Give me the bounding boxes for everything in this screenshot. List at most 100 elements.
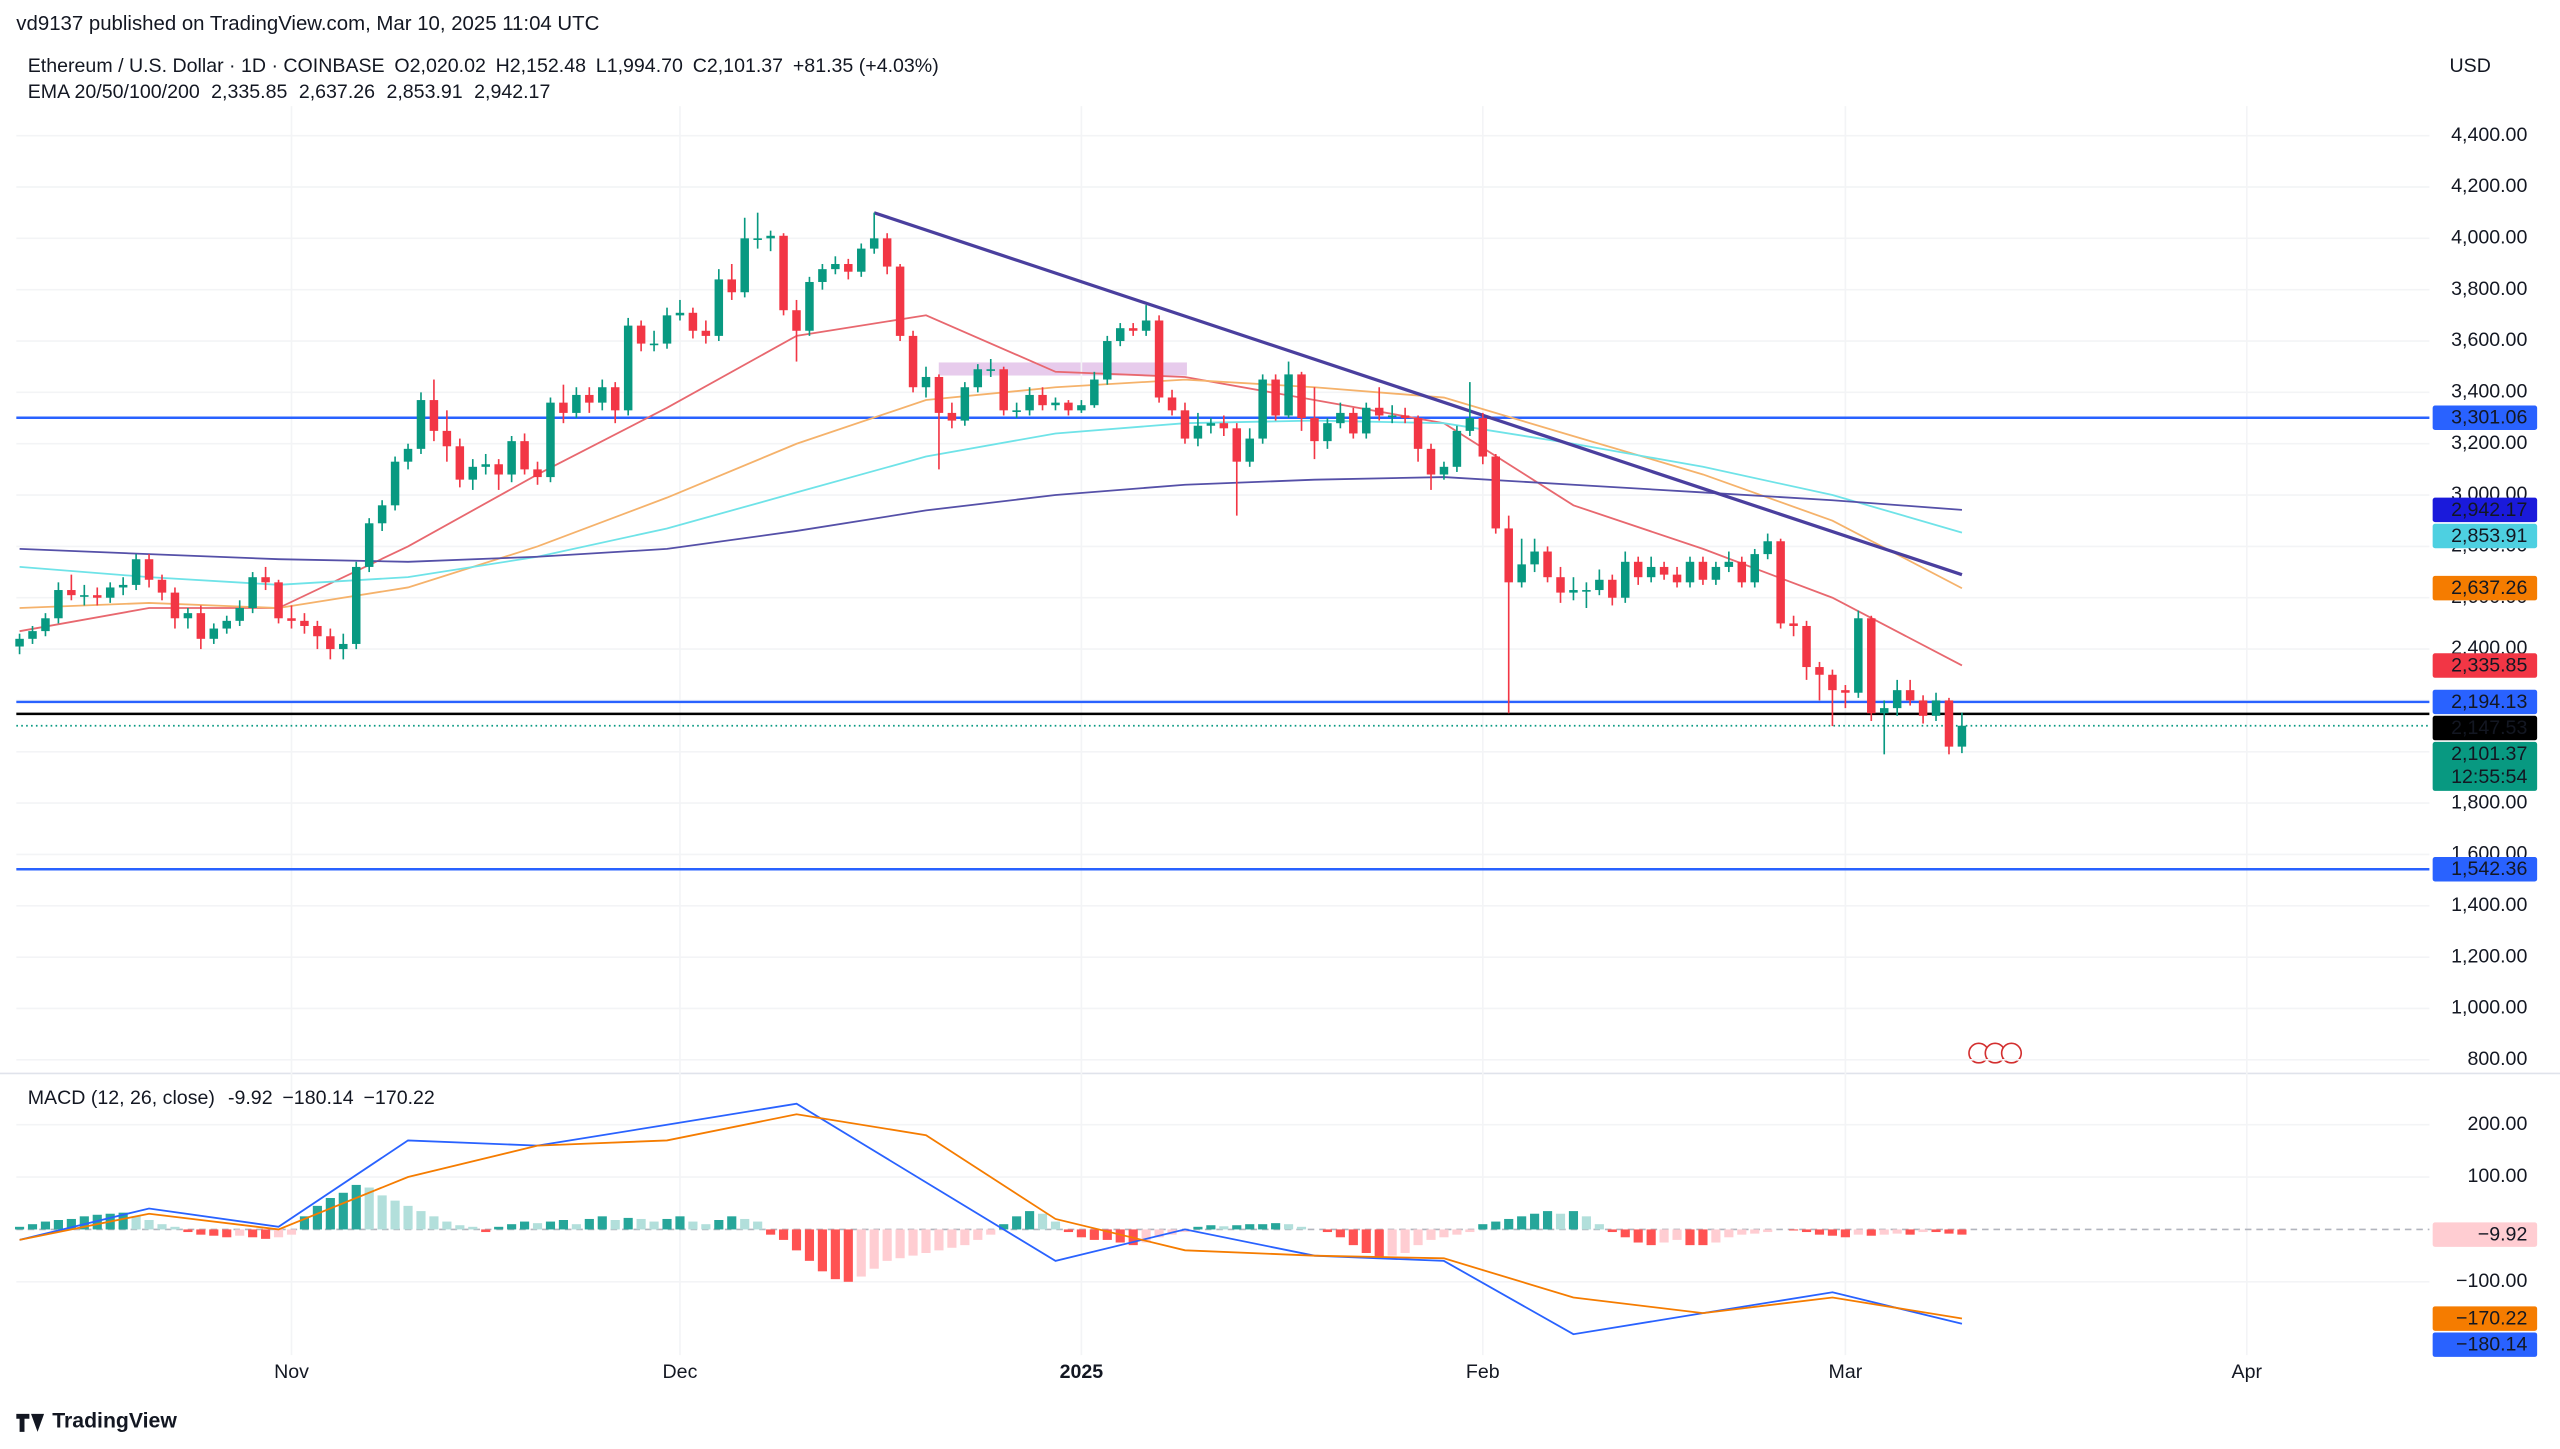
macd-value: −180.14 [282,1087,353,1109]
price-tag-label: 2,194.13 [2451,691,2527,713]
histogram-bar [390,1200,400,1230]
candle-body [869,238,879,249]
histogram-bar [222,1229,232,1238]
histogram-bar [830,1229,840,1280]
candle-body [1439,466,1449,475]
histogram-bar [1879,1229,1889,1235]
price-tag [2432,857,2538,882]
candle-body [1530,551,1539,565]
histogram-bar [675,1216,685,1230]
histogram-bar [1348,1229,1358,1246]
histogram-bar [1154,1229,1164,1238]
candle-body [144,559,154,580]
event-flag [1968,1042,2023,1064]
histogram-bar [1271,1223,1281,1230]
ema-value: 2,335.85 [211,81,287,103]
candle-body [1621,561,1630,598]
candle-body [766,235,775,239]
histogram-bar [1076,1229,1086,1238]
candle-body [209,628,219,639]
macd-title: MACD (12, 26, close) [28,1087,215,1109]
candle-body [1064,402,1073,411]
candle-body [326,636,335,650]
histogram-bar [934,1229,944,1251]
histogram-bar [1465,1229,1475,1233]
candle-body [701,330,711,336]
candle-body [1478,418,1488,457]
histogram-bar [973,1229,983,1240]
candle-body [28,631,37,639]
histogram-bar [1050,1221,1061,1230]
candle-body [1905,690,1915,701]
ema-title: EMA 20/50/100/200 [28,81,200,103]
histogram-bar [1633,1229,1643,1243]
macd-value: −170.22 [364,1087,435,1109]
ema-line [19,314,1963,667]
histogram-bar [597,1216,607,1230]
histogram-bar [1685,1229,1695,1246]
histogram-bar [545,1221,556,1230]
candle-body [1646,566,1656,578]
histogram-bar [1698,1229,1708,1246]
histogram-bar [1439,1229,1449,1238]
y-tick-label: −100.00 [2456,1270,2527,1292]
ohlc-value: 2,101.37 [707,55,783,77]
candle-body [1815,667,1824,675]
candle-body [520,441,529,470]
x-tick-label: Feb [1466,1361,1500,1383]
histogram-bar [299,1216,310,1230]
candle-body [1737,561,1747,583]
histogram-bar [727,1216,737,1230]
histogram-bar [882,1229,892,1261]
candle-body [1892,690,1902,709]
y-tick-label: 1,200.00 [2451,945,2527,967]
x-tick-label: 2025 [1060,1361,1104,1383]
candle-body [1879,708,1889,714]
brand: TradingView [52,1410,177,1433]
countdown: 12:55:54 [2451,766,2527,788]
histogram-bar [571,1224,581,1230]
candle-body [1232,428,1242,462]
histogram-bar [1206,1225,1216,1230]
candle-body [364,523,374,567]
candle-body [1918,700,1928,716]
histogram-bar [1089,1229,1099,1240]
candle-body [1750,554,1759,583]
candle-body [1258,379,1267,439]
candle-body [1387,415,1397,418]
candle-body [818,269,827,282]
price-tag-label: 1,542.36 [2451,858,2527,880]
candle-body [1569,590,1578,593]
histogram-bar [584,1218,594,1230]
candle-body [1090,379,1099,406]
histogram-bar [235,1229,245,1236]
ohlc-value: 2,152.48 [510,55,586,77]
histogram-bar [1905,1229,1915,1235]
candle-body [1957,725,1967,747]
symbol-title: Ethereum / U.S. Dollar · 1D · COINBASE [28,55,385,77]
candle-body [1051,402,1060,406]
y-tick-label: 3,800.00 [2451,278,2527,300]
histogram-bar [520,1221,530,1230]
x-tick-label: Mar [1829,1361,1863,1383]
price-tag [2432,1306,2538,1331]
histogram-bar [338,1192,348,1230]
candle-body [222,620,231,629]
histogram-bar [196,1229,206,1235]
histogram-bar [1296,1226,1307,1230]
histogram-bar [960,1229,970,1246]
candle-body [908,335,918,388]
candle-body [831,264,840,270]
histogram-bar [170,1226,180,1230]
candle-body [507,441,516,475]
candle-body [610,387,620,411]
candle-body [1349,412,1358,434]
histogram-bar [1840,1229,1850,1238]
candle-body [416,400,426,449]
histogram-bar [1763,1229,1773,1233]
y-tick-label: 4,200.00 [2451,175,2527,197]
candle-body [1672,574,1682,583]
histogram-bar [27,1224,38,1230]
candle-body [1659,566,1669,575]
